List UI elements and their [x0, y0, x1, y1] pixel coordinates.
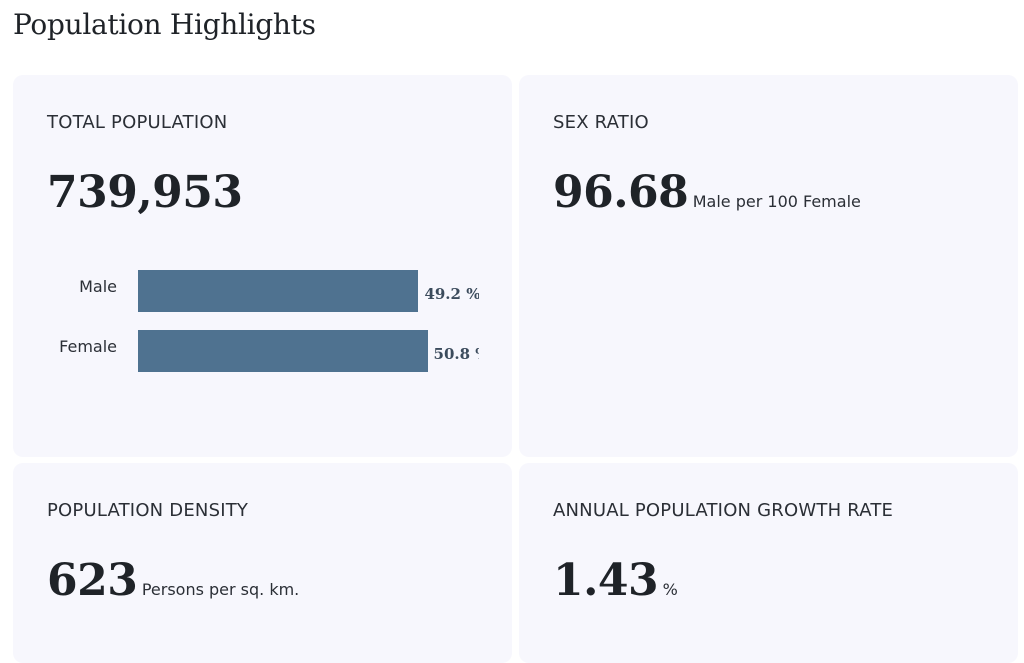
bar-male — [138, 270, 419, 312]
growth-rate-unit: % — [662, 580, 678, 599]
sex-ratio-label: SEX RATIO — [553, 112, 649, 133]
population-density-unit: Persons per sq. km. — [141, 580, 300, 599]
population-density-value: 623 — [47, 555, 138, 606]
sex-ratio-unit: Male per 100 Female — [692, 192, 861, 211]
growth-rate-card: ANNUAL POPULATION GROWTH RATE 1.43 % — [519, 463, 1018, 663]
population-density-value-row: 623 Persons per sq. km. — [47, 555, 299, 606]
total-population-value: 739,953 — [47, 167, 243, 218]
total-population-value-row: 739,953 — [47, 167, 243, 218]
sex-ratio-value: 96.68 — [553, 167, 689, 218]
bar-label-male: Male — [79, 277, 117, 296]
sex-ratio-value-row: 96.68 Male per 100 Female — [553, 167, 861, 218]
bar-value-female: 50.8 % — [433, 345, 479, 363]
growth-rate-value: 1.43 — [553, 555, 659, 606]
population-density-card: POPULATION DENSITY 623 Persons per sq. k… — [13, 463, 512, 663]
bar-value-male: 49.2 % — [424, 285, 479, 303]
total-population-label: TOTAL POPULATION — [47, 112, 228, 133]
bar-female — [138, 330, 428, 372]
growth-rate-value-row: 1.43 % — [553, 555, 678, 606]
growth-rate-label: ANNUAL POPULATION GROWTH RATE — [553, 500, 894, 521]
bar-label-female: Female — [59, 337, 117, 356]
page-title: Population Highlights — [13, 8, 316, 41]
population-density-label: POPULATION DENSITY — [47, 500, 249, 521]
sex-breakdown-chart: Male 49.2 % Female 50.8 % — [13, 255, 479, 395]
total-population-card: TOTAL POPULATION 739,953 Male 49.2 % Fem… — [13, 75, 512, 457]
sex-ratio-card: SEX RATIO 96.68 Male per 100 Female — [519, 75, 1018, 457]
